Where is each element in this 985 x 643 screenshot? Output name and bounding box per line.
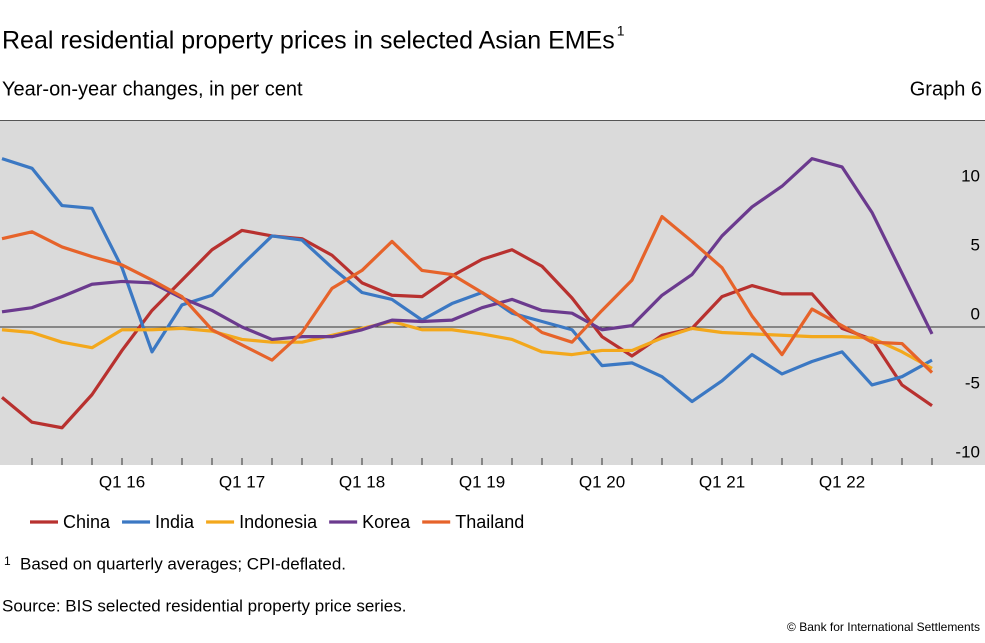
y-tick-label: 0 xyxy=(971,304,980,323)
plot-background xyxy=(0,120,985,465)
x-tick-label: Q1 17 xyxy=(219,472,265,491)
y-tick-label: 10 xyxy=(961,166,980,185)
chart-title: Real residential property prices in sele… xyxy=(2,27,615,55)
series-line xyxy=(0,228,933,430)
chart-subtitle: Year-on-year changes, in per cent xyxy=(2,78,303,100)
legend-label: India xyxy=(155,512,195,532)
title-note-marker: 1 xyxy=(617,23,625,39)
legend-label: Korea xyxy=(362,512,411,532)
copyright: © Bank for International Settlements xyxy=(787,620,980,634)
x-tick-label: Q1 22 xyxy=(819,472,865,491)
footnote: Based on quarterly averages; CPI-deflate… xyxy=(20,554,346,573)
series-line xyxy=(1,157,934,342)
legend-label: Indonesia xyxy=(239,512,318,532)
x-tick-label: Q1 16 xyxy=(99,472,145,491)
x-tick-label: Q1 18 xyxy=(339,472,385,491)
y-tick-label: 5 xyxy=(971,235,980,254)
graph-label: Graph 6 xyxy=(910,78,982,100)
y-tick-label: -5 xyxy=(965,373,980,392)
x-tick-label: Q1 20 xyxy=(579,472,625,491)
x-tick-label: Q1 21 xyxy=(699,472,745,491)
series-line xyxy=(1,157,933,404)
source-note: Source: BIS selected residential propert… xyxy=(2,596,406,615)
x-tick-label: Q1 19 xyxy=(459,472,505,491)
y-tick-label: -10 xyxy=(955,442,980,461)
series-line xyxy=(1,215,934,374)
series-line xyxy=(1,319,933,370)
footnote-marker: 1 xyxy=(4,554,11,568)
legend-label: Thailand xyxy=(455,512,524,532)
legend-label: China xyxy=(63,512,111,532)
